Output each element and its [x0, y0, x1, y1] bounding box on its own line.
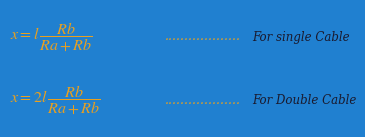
Text: ...................: ...................	[165, 31, 241, 44]
Text: $x = 2l\,\dfrac{Rb}{Ra + Rb}$: $x = 2l\,\dfrac{Rb}{Ra + Rb}$	[10, 83, 101, 117]
Text: For Double Cable: For Double Cable	[252, 93, 356, 106]
Text: $x = l\,\dfrac{Rb}{Ra + Rb}$: $x = l\,\dfrac{Rb}{Ra + Rb}$	[10, 20, 93, 54]
Text: For single Cable: For single Cable	[252, 31, 350, 44]
Text: ...................: ...................	[165, 93, 241, 106]
